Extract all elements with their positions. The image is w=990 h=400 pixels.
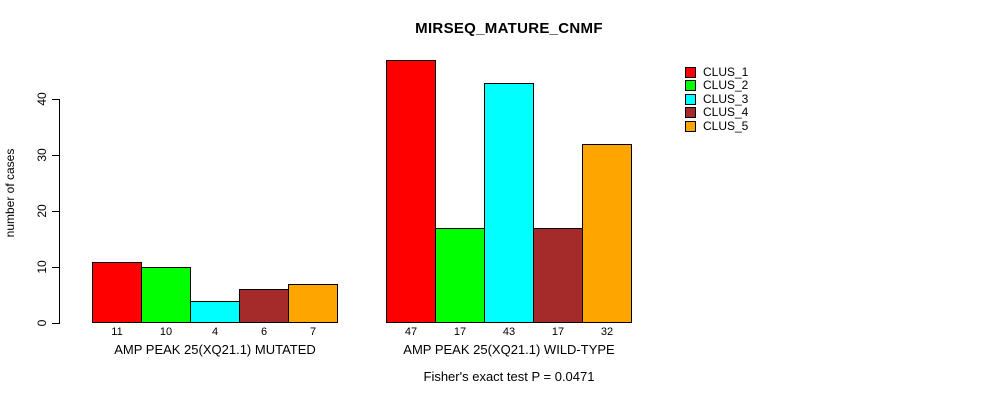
y-axis-tick — [52, 99, 59, 100]
bar-clus_3 — [484, 83, 534, 323]
legend-item: CLUS_1 — [685, 66, 748, 78]
bar-value-label: 7 — [309, 326, 317, 338]
bar-value-label: 4 — [211, 326, 219, 338]
legend-color-swatch — [685, 79, 696, 91]
bar-value-label: 11 — [111, 326, 123, 338]
legend-color-swatch — [685, 120, 696, 132]
bar-clus_2 — [141, 267, 191, 323]
legend-color-swatch — [685, 66, 696, 78]
bar-value-label: 17 — [453, 326, 467, 338]
bar-value-label: 6 — [260, 326, 268, 338]
legend-color-swatch — [685, 106, 696, 118]
legend-item: CLUS_5 — [685, 120, 748, 132]
legend-label: CLUS_3 — [703, 92, 749, 106]
y-axis-tick — [52, 211, 59, 212]
legend-label: CLUS_4 — [703, 105, 749, 119]
group-label: AMP PEAK 25(XQ21.1) MUTATED — [114, 342, 316, 357]
y-axis-tick — [52, 155, 59, 156]
bar-value-label: 17 — [551, 326, 565, 338]
bar-clus_2 — [435, 228, 485, 323]
y-axis-tick-label: 0 — [35, 319, 49, 327]
y-axis-label: number of cases — [3, 148, 17, 238]
legend-item: CLUS_3 — [685, 93, 748, 105]
legend-label: CLUS_1 — [703, 65, 749, 79]
bar-clus_5 — [582, 144, 632, 323]
y-axis-tick-label: 30 — [35, 148, 49, 162]
y-axis-tick — [52, 267, 59, 268]
bar-clus_4 — [239, 289, 289, 323]
bar-clus_3 — [190, 301, 240, 323]
bar-clus_1 — [92, 262, 142, 323]
y-axis-tick-label: 40 — [35, 92, 49, 106]
bar-clus_5 — [288, 284, 338, 323]
y-axis-line — [59, 99, 60, 324]
annotation-text: Fisher's exact test P = 0.0471 — [423, 369, 595, 384]
bar-value-label: 10 — [159, 326, 173, 338]
bar-clus_1 — [386, 60, 436, 323]
legend-label: CLUS_2 — [703, 78, 749, 92]
y-axis-tick-label: 10 — [35, 260, 49, 274]
bar-value-label: 47 — [404, 326, 418, 338]
bar-value-label: 32 — [600, 326, 614, 338]
bar-value-label: 43 — [502, 326, 516, 338]
legend-item: CLUS_2 — [685, 79, 748, 91]
legend-color-swatch — [685, 93, 696, 105]
group-label: AMP PEAK 25(XQ21.1) WILD-TYPE — [403, 342, 615, 357]
bar-clus_4 — [533, 228, 583, 323]
y-axis-tick — [52, 323, 59, 324]
y-axis-tick-label: 20 — [35, 204, 49, 218]
legend-label: CLUS_5 — [703, 119, 749, 133]
chart-title: MIRSEQ_MATURE_CNMF — [415, 20, 603, 37]
legend-item: CLUS_4 — [685, 106, 748, 118]
